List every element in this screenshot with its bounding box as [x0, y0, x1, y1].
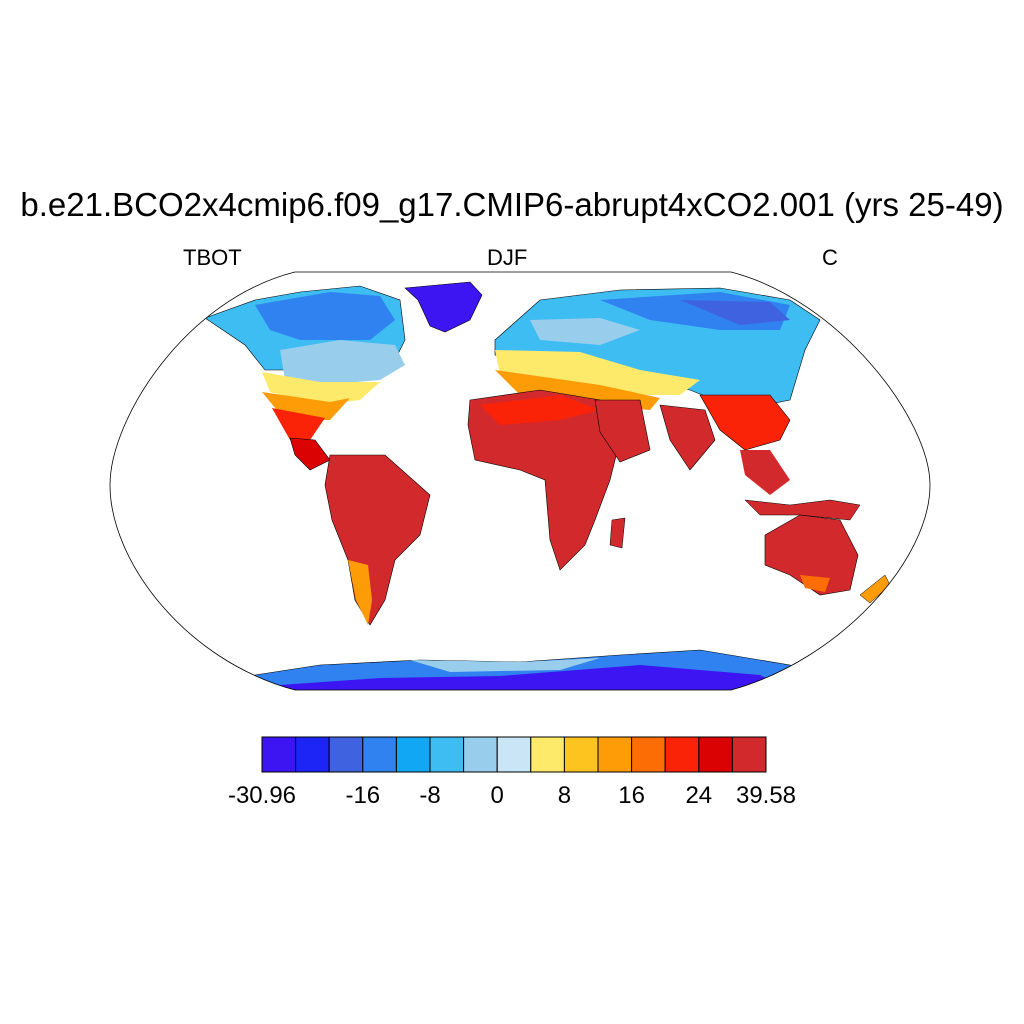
colorbar-tick-label: -30.96 [227, 782, 297, 809]
colorbar-swatch [731, 736, 767, 773]
colorbar-tick-label: -8 [419, 782, 441, 809]
colorbar-tick-label: 16 [618, 782, 645, 809]
colorbar-swatch [295, 736, 330, 773]
greenland [404, 281, 483, 333]
east-asia [699, 394, 791, 451]
central-america [289, 437, 331, 471]
india [659, 404, 716, 471]
colorbar-swatch [328, 736, 364, 773]
colorbar-swatch [362, 736, 397, 773]
units-label: C [822, 245, 838, 270]
colorbar-swatch [597, 736, 633, 773]
colorbar-swatch [698, 736, 733, 773]
colorbar-swatch [563, 736, 599, 773]
colorbar-swatch [463, 736, 498, 773]
map-boundary [109, 271, 931, 691]
colorbar-tick-label: 39.58 [735, 782, 797, 809]
arabia [594, 399, 651, 463]
colorbar-swatch [664, 736, 700, 773]
colorbar-swatch [496, 736, 532, 773]
variable-label: TBOT [183, 245, 242, 270]
colorbar-swatch [631, 736, 666, 773]
colorbar-swatch [429, 736, 465, 773]
season-label: DJF [487, 245, 528, 270]
colorbar-tick-label: 24 [685, 782, 713, 809]
colorbar-swatch [395, 736, 431, 773]
australia [764, 514, 859, 596]
colorbar-tick-label: 8 [557, 782, 572, 809]
colorbar-swatch [261, 736, 297, 773]
colorbar-tick-label: -16 [345, 782, 381, 809]
madagascar [609, 517, 626, 549]
colorbar-swatch [530, 736, 565, 773]
plot-title: b.e21.BCO2x4cmip6.f09_g17.CMIP6-abrupt4x… [20, 186, 1004, 223]
south-america [324, 454, 431, 626]
colorbar-tick-label: 0 [490, 782, 504, 809]
